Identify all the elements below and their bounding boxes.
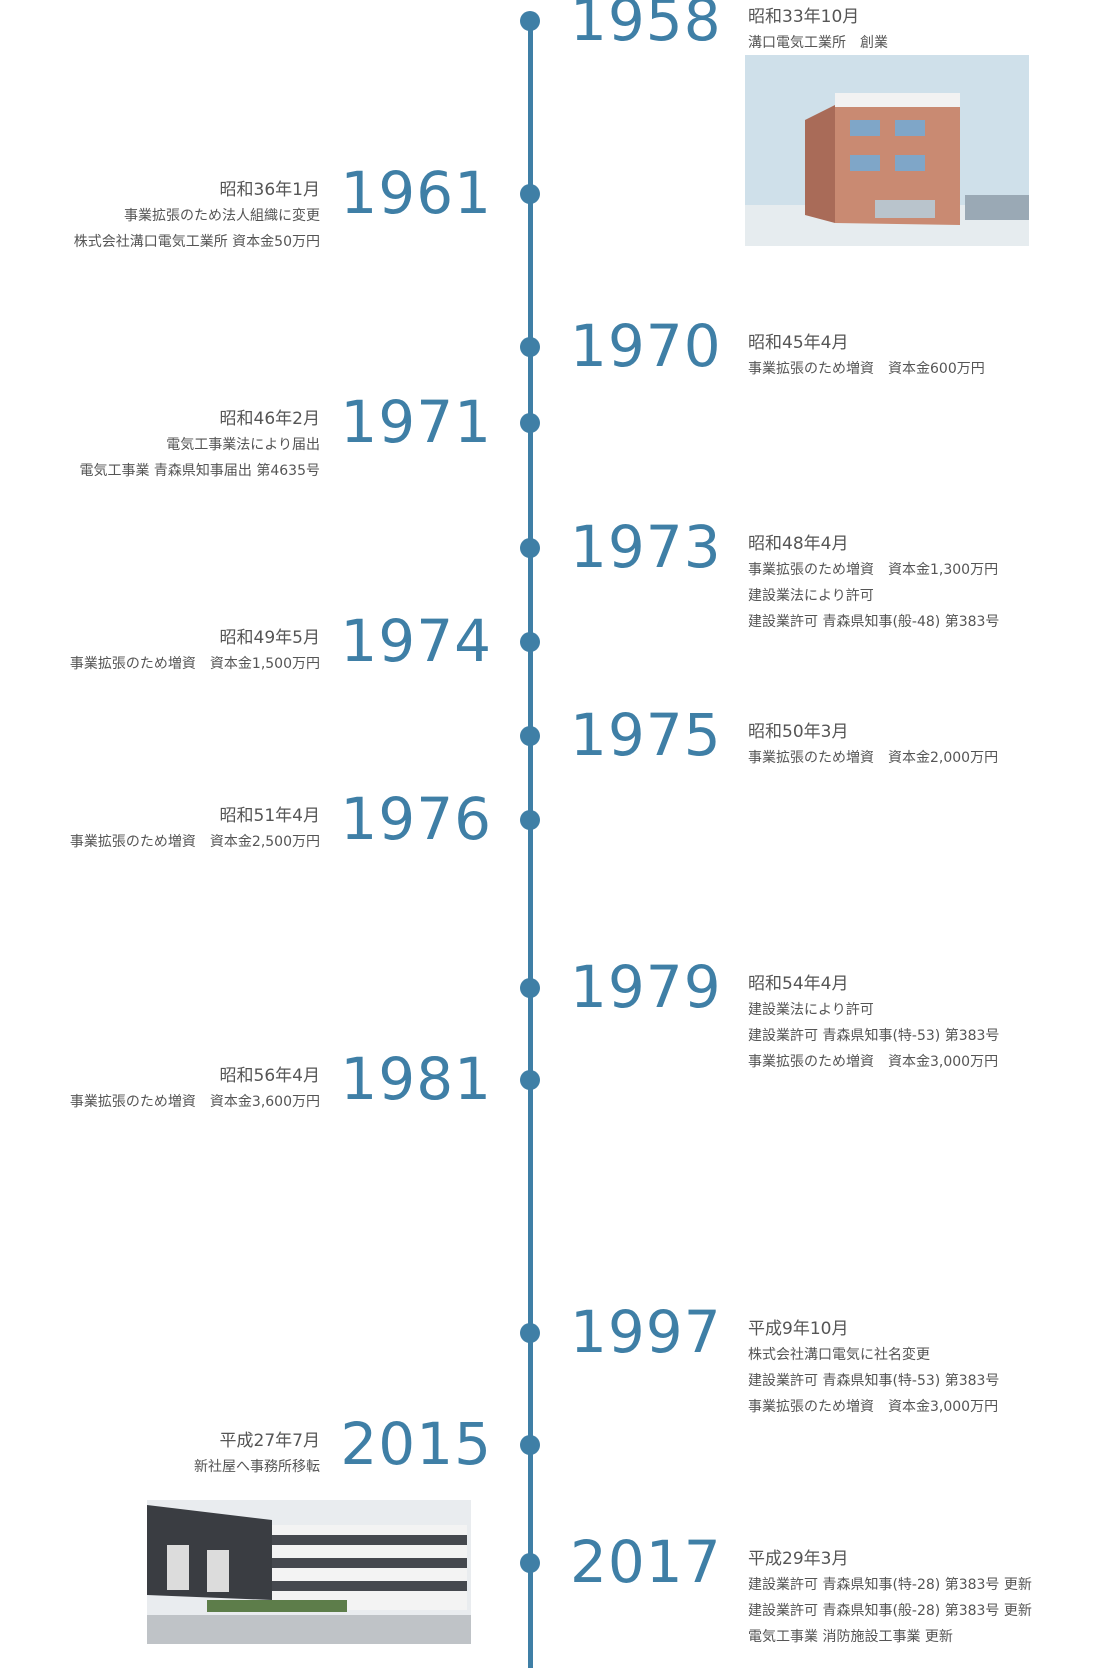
event-detail: 事業拡張のため増資 資本金2,500万円 [69, 834, 320, 850]
timeline-dot [520, 810, 540, 830]
event-detail: 株式会社溝口電気に社名変更 [748, 1347, 930, 1363]
event-info: 平成27年7月新社屋へ事務所移転 [194, 1429, 320, 1480]
event-date: 平成9年10月 [748, 1319, 849, 1339]
event-detail: 建設業法により許可 [748, 588, 874, 604]
event-detail: 事業拡張のため法人組織に変更 [124, 208, 320, 224]
event-info: 昭和36年1月事業拡張のため法人組織に変更株式会社溝口電気工業所 資本金50万円 [74, 178, 320, 255]
event-date: 昭和45年4月 [748, 333, 849, 353]
event-info: 昭和51年4月事業拡張のため増資 資本金2,500万円 [70, 804, 320, 855]
event-date: 平成29年3月 [748, 1549, 849, 1569]
event-detail: 建設業法により許可 [748, 1002, 874, 1018]
event-year: 1970 [570, 312, 722, 380]
event-date: 平成27年7月 [219, 1431, 320, 1451]
event-detail: 事業拡張のため増資 資本金3,600万円 [69, 1094, 320, 1110]
event-info: 平成29年3月建設業許可 青森県知事(特-28) 第383号 更新 建設業許可 青… [748, 1547, 1032, 1650]
event-year: 1976 [340, 785, 492, 853]
event-year: 1997 [570, 1298, 722, 1366]
event-detail: 事業拡張のため増資 資本金600万円 [748, 361, 985, 377]
timeline-dot [520, 184, 540, 204]
timeline-dot [520, 1070, 540, 1090]
event-year: 1979 [570, 953, 722, 1021]
timeline-dot [520, 1553, 540, 1573]
event-date: 昭和33年10月 [748, 7, 860, 27]
event-detail: 溝口電気工業所 創業 [748, 35, 888, 51]
event-date: 昭和49年5月 [219, 628, 320, 648]
event-year: 2017 [570, 1528, 722, 1596]
event-info: 昭和33年10月溝口電気工業所 創業 [748, 5, 888, 56]
event-year: 1973 [570, 513, 722, 581]
timeline-dot [520, 337, 540, 357]
timeline-dot [520, 1323, 540, 1343]
event-detail: 事業拡張のため増資 資本金3,000万円 [748, 1399, 999, 1415]
event-detail: 新社屋へ事務所移転 [194, 1459, 320, 1475]
event-info: 昭和46年2月電気工事業法により届出電気工事業 青森県知事届出 第4635号 [79, 407, 320, 484]
event-detail: 電気工事業 青森県知事届出 第4635号 [79, 463, 320, 479]
old-office-photo [745, 55, 1029, 246]
event-year: 1974 [340, 607, 492, 675]
event-detail: 建設業許可 青森県知事(般-48) 第383号 [748, 614, 1000, 630]
event-date: 昭和54年4月 [748, 974, 849, 994]
event-year: 2015 [340, 1410, 492, 1478]
event-year: 1981 [340, 1045, 492, 1113]
timeline-axis [528, 18, 533, 1668]
event-year: 1961 [340, 159, 492, 227]
event-detail: 株式会社溝口電気工業所 資本金50万円 [73, 234, 320, 250]
event-detail: 電気工事業 消防施設工事業 更新 [748, 1629, 953, 1645]
event-info: 昭和49年5月事業拡張のため増資 資本金1,500万円 [70, 626, 320, 677]
event-date: 昭和50年3月 [748, 722, 849, 742]
event-detail: 事業拡張のため増資 資本金1,500万円 [69, 656, 320, 672]
event-detail: 事業拡張のため増資 資本金3,000万円 [748, 1054, 999, 1070]
event-info: 昭和50年3月事業拡張のため増資 資本金2,000万円 [748, 720, 998, 771]
event-date: 昭和46年2月 [219, 409, 320, 429]
event-detail: 建設業許可 青森県知事(般-28) 第383号 更新 [748, 1603, 1032, 1619]
event-date: 昭和48年4月 [748, 534, 849, 554]
new-office-photo [147, 1500, 471, 1644]
timeline-dot [520, 632, 540, 652]
event-date: 昭和56年4月 [219, 1066, 320, 1086]
timeline-dot [520, 11, 540, 31]
event-detail: 建設業許可 青森県知事(特-53) 第383号 [748, 1373, 1000, 1389]
event-info: 平成9年10月株式会社溝口電気に社名変更建設業許可 青森県知事(特-53) 第3… [748, 1317, 999, 1420]
event-date: 昭和51年4月 [219, 806, 320, 826]
event-detail: 事業拡張のため増資 資本金2,000万円 [748, 750, 999, 766]
event-year: 1975 [570, 701, 722, 769]
event-detail: 建設業許可 青森県知事(特-28) 第383号 更新 [748, 1577, 1032, 1593]
event-info: 昭和48年4月事業拡張のため増資 資本金1,300万円 建設業法により許可建設業許… [748, 532, 999, 635]
event-year: 1958 [570, 0, 722, 54]
event-year: 1971 [340, 388, 492, 456]
event-detail: 事業拡張のため増資 資本金1,300万円 [748, 562, 999, 578]
event-info: 昭和54年4月建設業法により許可建設業許可 青森県知事(特-53) 第383号事… [748, 972, 999, 1075]
event-detail: 電気工事業法により届出 [166, 437, 320, 453]
event-date: 昭和36年1月 [219, 180, 320, 200]
timeline-dot [520, 726, 540, 746]
timeline-dot [520, 1435, 540, 1455]
event-info: 昭和56年4月事業拡張のため増資 資本金3,600万円 [70, 1064, 320, 1115]
timeline-dot [520, 413, 540, 433]
event-detail: 建設業許可 青森県知事(特-53) 第383号 [748, 1028, 1000, 1044]
timeline-dot [520, 538, 540, 558]
event-info: 昭和45年4月事業拡張のため増資 資本金600万円 [748, 331, 985, 382]
timeline-dot [520, 978, 540, 998]
